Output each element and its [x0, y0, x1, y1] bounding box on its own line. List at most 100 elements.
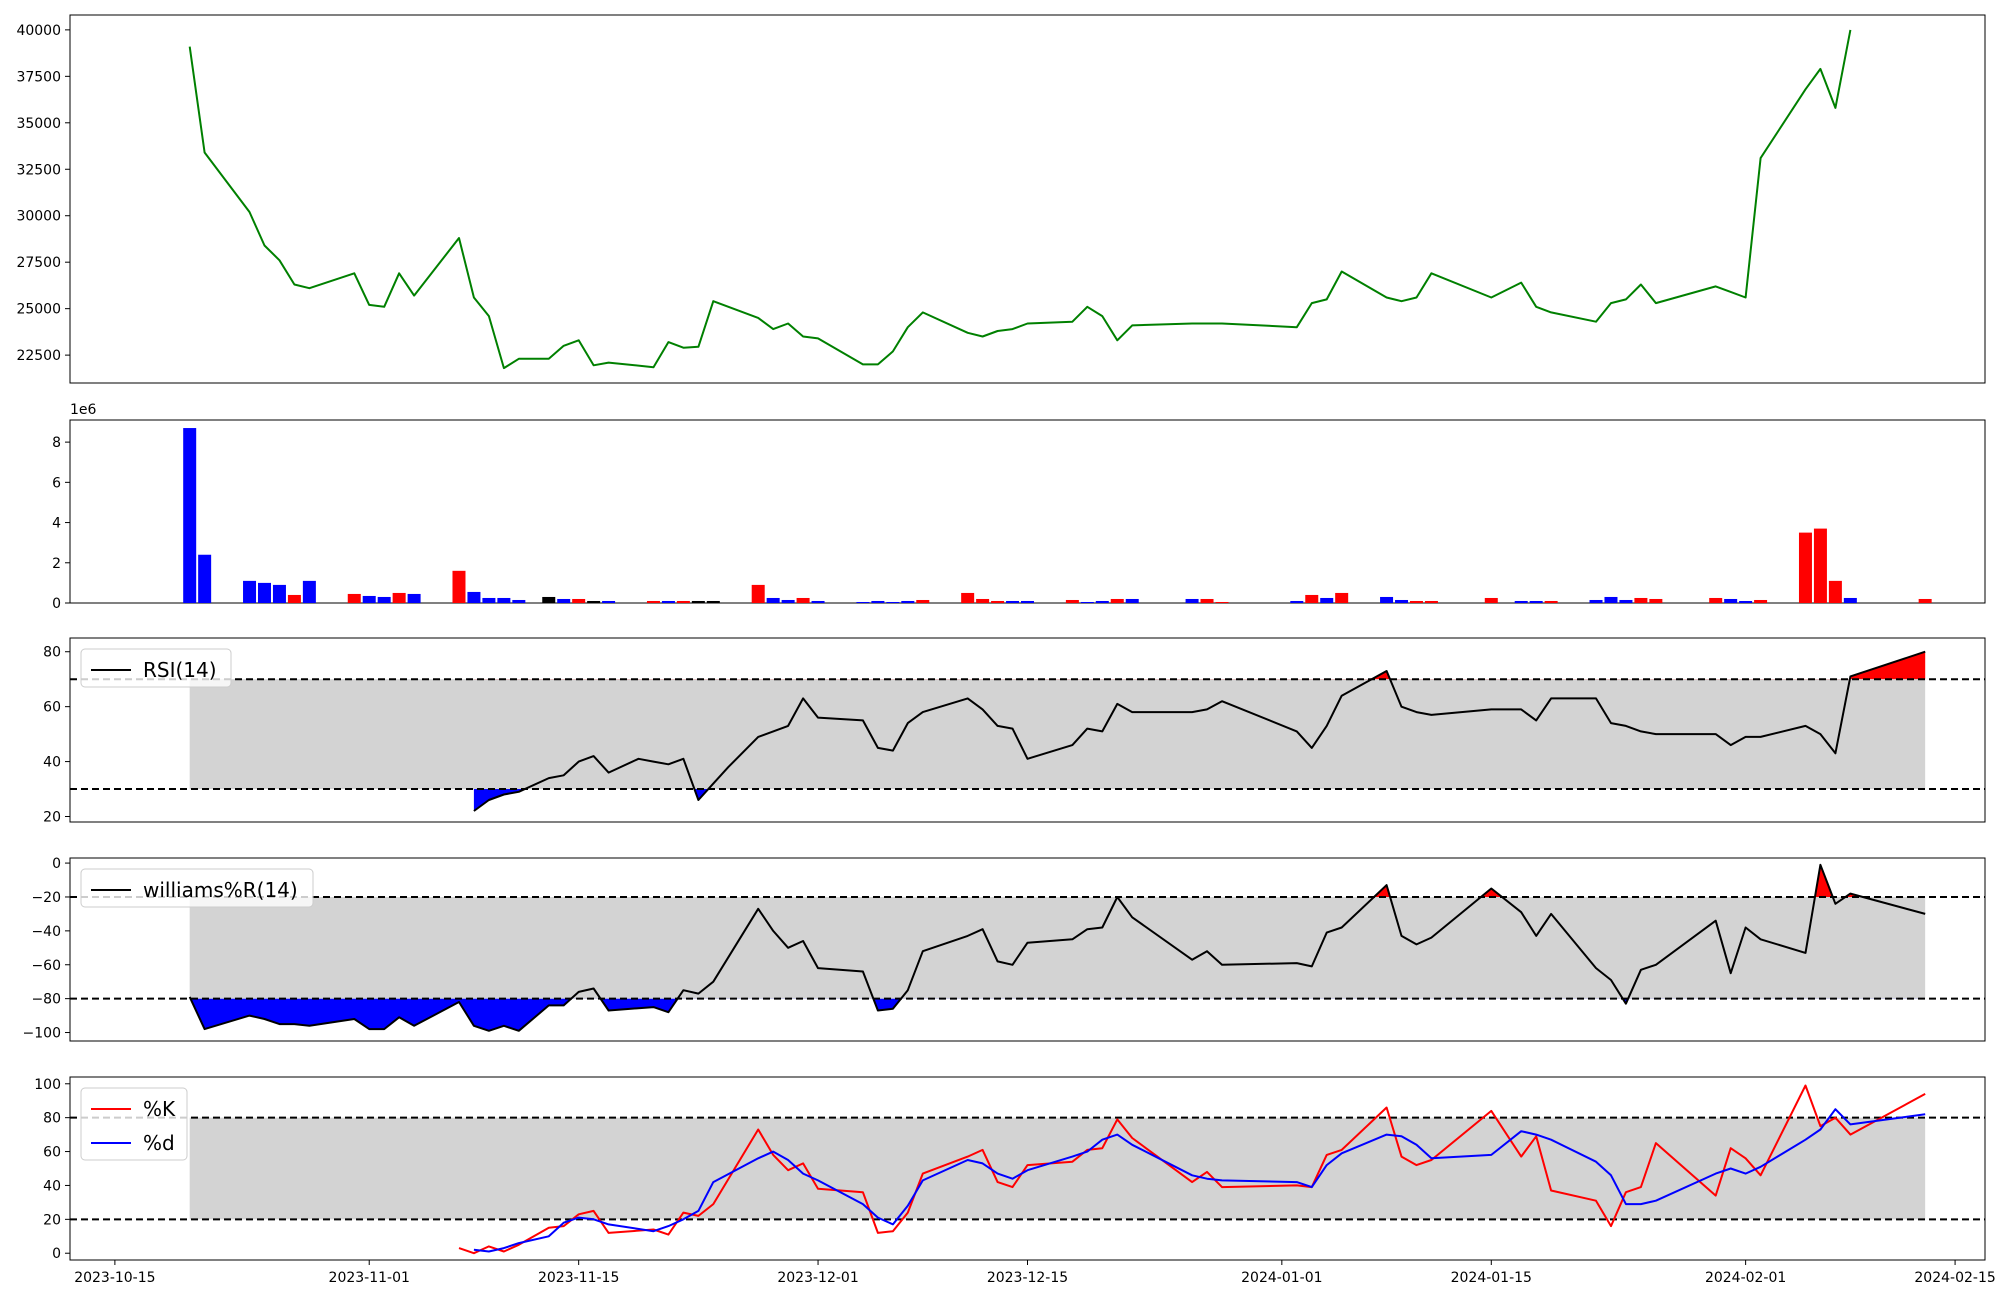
- oversold-fill: [190, 998, 1629, 1031]
- y-tick-label: −40: [31, 924, 61, 940]
- x-tick-label: 2023-12-15: [987, 1270, 1068, 1286]
- y-tick-label: 27500: [16, 255, 61, 271]
- y-tick-label: −60: [31, 958, 61, 974]
- volume-bar: [1589, 599, 1603, 603]
- volume-bar: [1095, 600, 1109, 603]
- volume-bar: [497, 597, 511, 603]
- legend-label: %d: [143, 1131, 175, 1155]
- volume-bar: [482, 597, 496, 603]
- volume-bar: [302, 580, 316, 603]
- legend-box: [80, 648, 232, 688]
- volume-bar: [587, 600, 601, 603]
- volume-bar: [1320, 597, 1334, 603]
- y-tick-label: 80: [43, 1111, 61, 1127]
- volume-bar: [572, 598, 586, 603]
- price-line: [188, 29, 1852, 370]
- volume-bar: [557, 598, 571, 603]
- volume-bar: [1080, 601, 1094, 603]
- neutral-band: [189, 679, 1926, 790]
- y-tick-label: −100: [23, 1026, 61, 1042]
- volume-bar: [392, 592, 406, 603]
- volume-bar: [811, 600, 825, 603]
- y-tick-label: 25000: [16, 302, 61, 318]
- volume-bar: [961, 592, 975, 603]
- axes-frame: [69, 14, 1986, 384]
- volume-bar: [676, 600, 690, 603]
- volume-bar: [1604, 596, 1618, 603]
- volume-bar: [916, 599, 930, 603]
- volume-bar: [1200, 598, 1214, 603]
- x-tick-label: 2023-11-01: [329, 1270, 410, 1286]
- x-tick-label: 2024-02-01: [1705, 1270, 1786, 1286]
- y-tick-label: 100: [34, 1077, 61, 1093]
- volume-bar: [1021, 600, 1034, 603]
- y-tick-label: 20: [43, 810, 61, 826]
- volume-bar: [452, 570, 466, 603]
- volume-bar: [691, 600, 705, 603]
- volume-bar: [1125, 598, 1139, 603]
- volume-bar: [1380, 596, 1394, 603]
- axes-frame: [69, 857, 1986, 1042]
- volume-bar: [1828, 580, 1842, 603]
- legend-label: williams%R(14): [143, 878, 298, 902]
- volume-bar: [243, 580, 257, 603]
- oversold-fill: [473, 789, 709, 811]
- volume-bar: [347, 593, 361, 603]
- volume-bar: [856, 601, 870, 603]
- volume-bar: [991, 600, 1005, 603]
- volume-bar: [781, 599, 795, 603]
- volume-bar: [1754, 599, 1768, 603]
- legend-label: RSI(14): [143, 658, 217, 682]
- y-tick-label: 0: [52, 856, 61, 872]
- y-tick-label: 40: [43, 755, 61, 771]
- axes-frame: [69, 637, 1986, 823]
- volume-bar: [257, 582, 271, 603]
- volume-bar: [1424, 600, 1438, 603]
- y-tick-label: 0: [52, 1246, 61, 1262]
- volume-bar: [1843, 597, 1857, 603]
- volume-bar: [1918, 598, 1932, 603]
- williams-r-line: [188, 863, 1926, 1032]
- volume-bar: [1724, 598, 1738, 603]
- volume-bar: [183, 428, 197, 603]
- volume-bar: [871, 600, 885, 603]
- y-tick-label: −20: [31, 890, 61, 906]
- volume-bar: [1709, 597, 1723, 603]
- volume-bar: [1215, 601, 1229, 603]
- volume-bar: [1484, 597, 1498, 603]
- x-tick-label: 2024-01-01: [1241, 1270, 1322, 1286]
- volume-bar: [1335, 592, 1349, 603]
- y-tick-label: 60: [43, 1145, 61, 1161]
- stoch-d-line: [473, 1108, 1926, 1253]
- volume-bar: [1305, 594, 1319, 603]
- volume-bar: [362, 595, 376, 603]
- legend-label: %K: [143, 1097, 176, 1121]
- volume-bar: [602, 600, 616, 603]
- volume-bar: [1529, 600, 1543, 603]
- volume-bar: [1185, 598, 1199, 603]
- y-tick-label: 0: [52, 596, 61, 612]
- y-tick-label: 22500: [16, 348, 61, 364]
- volume-bar: [646, 600, 660, 603]
- axis-multiplier-label: 1e6: [70, 402, 97, 418]
- y-tick-label: 60: [43, 700, 61, 716]
- volume-bar: [1798, 532, 1812, 603]
- volume-bar: [407, 593, 421, 603]
- y-tick-label: 32500: [16, 162, 61, 178]
- y-tick-label: 20: [43, 1212, 61, 1228]
- x-tick-label: 2024-02-15: [1914, 1270, 1995, 1286]
- volume-bar: [1634, 597, 1648, 603]
- volume-bar: [1065, 599, 1079, 603]
- volume-bar: [1544, 600, 1558, 603]
- rsi-line: [473, 650, 1926, 812]
- volume-bar: [1409, 600, 1423, 603]
- y-tick-label: 40000: [16, 23, 61, 39]
- y-tick-label: 6: [52, 475, 61, 491]
- volume-bar: [1006, 600, 1020, 603]
- x-tick-label: 2023-10-15: [74, 1270, 155, 1286]
- volume-bar: [661, 600, 675, 603]
- overbought-fill: [1371, 651, 1926, 680]
- volume-bar: [1619, 599, 1633, 603]
